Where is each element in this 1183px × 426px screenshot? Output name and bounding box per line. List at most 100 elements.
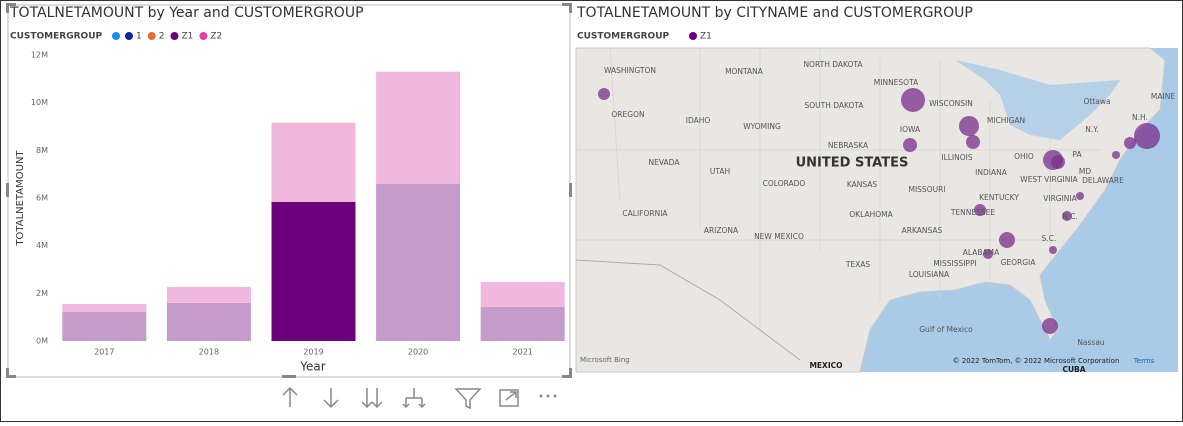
bar-segment [271, 201, 356, 341]
drill-up-icon[interactable] [282, 386, 298, 407]
y-tick-label: 8M [36, 146, 48, 155]
map-label: IDAHO [686, 116, 711, 125]
legend-label: Z2 [210, 32, 222, 42]
bar-segment [62, 304, 147, 312]
map-legend-title: CUSTOMERGROUP [577, 32, 669, 42]
bar-segment [480, 306, 565, 341]
map-label: NEBRASKA [828, 141, 869, 150]
map-label: ALABAMA [963, 248, 1000, 257]
legend-marker [170, 32, 179, 40]
legend-marker [147, 32, 156, 40]
map-label: MICHIGAN [987, 116, 1025, 125]
map: WASHINGTON MONTANA NORTH DAKOTA MINNESOTA OR… [575, 47, 1178, 374]
map-label: NEVADA [649, 158, 681, 167]
x-tick-label: 2021 [513, 348, 533, 357]
map-label: MAINE [1151, 92, 1175, 101]
y-tick-label: 2M [36, 289, 48, 298]
x-axis-title: Year [299, 360, 325, 374]
bing-logo: Microsoft Bing [580, 356, 630, 364]
bar-segment [62, 311, 147, 341]
legend-label: 1 [136, 32, 142, 42]
more-options-icon[interactable] [539, 394, 557, 398]
map-label: N.Y. [1085, 125, 1098, 134]
map-label: TENNESSEE [950, 208, 996, 217]
x-tick-label: 2018 [199, 348, 219, 357]
bar-segment [166, 286, 251, 303]
legend-label: 2 [159, 32, 165, 42]
x-tick-label: 2019 [303, 348, 323, 357]
map-label: CUBA [1062, 365, 1085, 374]
map-label: NEW MEXICO [754, 232, 804, 241]
map-bubbles [598, 88, 1160, 334]
bar-segment [376, 71, 461, 184]
map-label: OKLAHOMA [849, 210, 893, 219]
map-label: WEST VIRGINIA [1020, 175, 1078, 184]
legend-marker [112, 32, 120, 40]
y-tick-label: 4M [36, 241, 48, 250]
map-label: VIRGINIA [1043, 194, 1077, 203]
map-label: UTAH [710, 167, 730, 176]
map-label: DELAWARE [1082, 176, 1124, 185]
country-label: UNITED STATES [796, 156, 909, 171]
map-label: LOUISIANA [909, 270, 950, 279]
map-label: OREGON [611, 110, 644, 119]
map-label: IOWA [900, 125, 921, 134]
x-tick-label: 2017 [94, 348, 114, 357]
drill-down-icon[interactable] [323, 388, 339, 409]
y-tick-label: 10M [31, 98, 48, 107]
map-label: MISSISSIPPI [933, 259, 976, 268]
y-tick-label: 12M [31, 51, 48, 60]
plot-area: 1 2 Z1 Z2 0M 2M 4M 6M 8M 10M 12M 2017 2018 2019 2020 20… [31, 32, 565, 357]
map-label: KENTUCKY [979, 193, 1019, 202]
map-label: Ottawa [1083, 97, 1110, 106]
map-label: MEXICO [809, 361, 842, 370]
visual-toolbar [282, 386, 557, 410]
map-label: INDIANA [975, 168, 1008, 177]
map-label: MISSOURI [908, 185, 945, 194]
map-label: OHIO [1014, 152, 1034, 161]
bar-segment [480, 281, 565, 307]
go-next-level-icon[interactable] [361, 388, 383, 409]
map-label: WYOMING [743, 122, 781, 131]
map-label: MINNESOTA [874, 78, 919, 87]
y-axis-title: TOTALNETAMOUNT [15, 150, 26, 247]
filter-icon[interactable] [454, 388, 482, 410]
y-tick-label: 6M [36, 194, 48, 203]
legend-marker [125, 32, 133, 40]
map-label: Nassau [1077, 338, 1105, 347]
map-label: CALIFORNIA [622, 209, 668, 218]
map-label: N.H. [1132, 113, 1148, 122]
map-label: ARKANSAS [902, 226, 943, 235]
map-label: GEORGIA [1001, 258, 1037, 267]
chart-title: TOTALNETAMOUNT by Year and CUSTOMERGROUP [9, 5, 364, 21]
expand-icon[interactable] [402, 388, 426, 409]
y-tick-label: 0M [36, 337, 48, 346]
bar-segment [271, 122, 356, 202]
map-label: WISCONSIN [929, 99, 973, 108]
map-legend-label: Z1 [700, 32, 712, 42]
bar-segment [376, 183, 461, 341]
map-legend-marker [689, 32, 697, 40]
map-attribution: © 2022 TomTom, © 2022 Microsoft Corporat… [953, 357, 1120, 365]
terms-link[interactable]: Terms [1133, 357, 1155, 365]
bar-segment [166, 302, 251, 341]
map-label: Gulf of Mexico [919, 325, 973, 334]
resize-handles [6, 3, 572, 378]
map-label: ARIZONA [704, 226, 739, 235]
map-label: WASHINGTON [604, 66, 656, 75]
legend-label: Z1 [181, 32, 193, 42]
x-tick-label: 2020 [408, 348, 428, 357]
map-label: NORTH DAKOTA [803, 60, 863, 69]
map-label: PA [1072, 150, 1082, 159]
map-label: KANSAS [847, 180, 878, 189]
map-label: TEXAS [845, 260, 871, 269]
map-label: MONTANA [725, 67, 764, 76]
focus-mode-icon[interactable] [499, 389, 519, 407]
map-label: S.C. [1042, 234, 1057, 243]
map-label: SOUTH DAKOTA [804, 101, 864, 110]
map-label: ILLINOIS [941, 153, 973, 162]
map-label: MD [1079, 167, 1091, 176]
map-title: TOTALNETAMOUNT by CITYNAME and CUSTOMERG… [576, 5, 973, 21]
legend-title: CUSTOMERGROUP [10, 32, 102, 42]
